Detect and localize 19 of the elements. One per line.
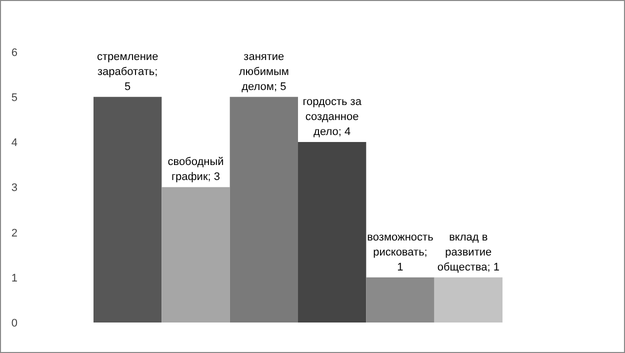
y-tick-label: 5 [11,92,18,104]
bar [434,277,502,322]
y-tick-label: 2 [11,227,18,240]
y-tick-label: 4 [11,137,18,150]
bar [230,96,298,322]
bar [162,187,230,322]
data-label: вклад в развитие общества; 1 [437,231,500,274]
data-label: занятие любимым делом; 5 [238,50,289,93]
data-label: гордость за созданное дело; 4 [302,96,362,138]
bar [298,142,366,322]
y-tick-label: 0 [11,318,18,330]
data-label: стремление заработать; 5 [96,50,158,93]
bar [366,277,434,322]
bar [94,96,162,322]
data-label: возможность рисковать; 1 [367,231,434,274]
y-tick-label: 1 [11,272,18,284]
y-tick-label: 3 [11,182,18,194]
y-tick-label: 6 [11,46,18,59]
data-label: свободный график; 3 [168,156,224,184]
